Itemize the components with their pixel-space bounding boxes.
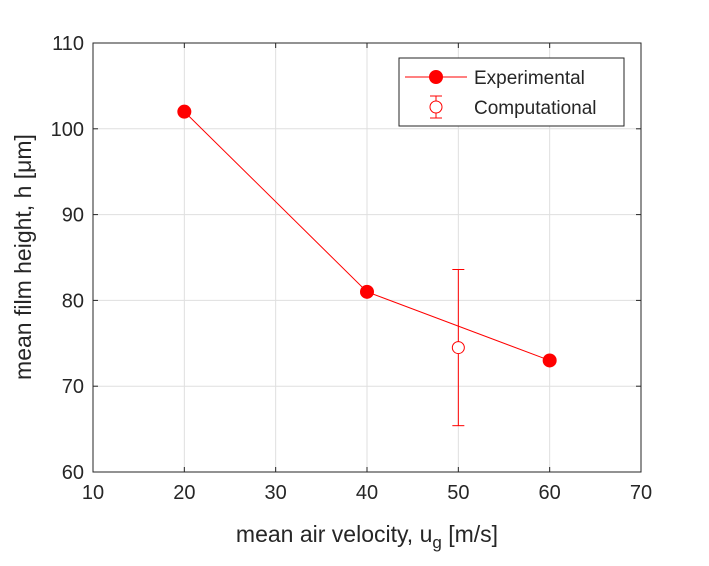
y-tick-label: 70: [62, 376, 84, 398]
experimental-data-point: [542, 353, 557, 368]
legend-experimental-label: Experimental: [474, 68, 585, 89]
y-tick-label: 100: [51, 119, 84, 141]
computational-data-point: [451, 341, 465, 355]
legend-computational-marker: [429, 100, 443, 114]
x-tick-label: 50: [447, 482, 469, 504]
legend-computational-label: Computational: [474, 98, 597, 119]
legend-experimental-marker: [429, 70, 443, 84]
series-layer: [177, 104, 557, 427]
x-axis-label-main: mean air velocity, u: [236, 521, 432, 547]
x-axis-label-suffix: [m/s]: [442, 521, 498, 547]
x-tick-label: 30: [265, 482, 287, 504]
x-tick-label: 20: [173, 482, 195, 504]
x-axis-label: mean air velocity, ug [m/s]: [236, 521, 498, 552]
experimental-data-point: [360, 284, 374, 299]
experimental-data-point: [177, 104, 192, 119]
x-tick-label: 40: [356, 482, 378, 504]
x-tick-label: 60: [539, 482, 561, 504]
y-tick-label: 90: [62, 205, 84, 227]
y-tick-label: 110: [52, 33, 84, 55]
ticks-layer: 10 20 30 40 50 60 70 60 70 80 90 100 110: [51, 33, 653, 504]
x-tick-label: 10: [82, 482, 104, 504]
y-axis-label: mean film height, h [μm]: [10, 134, 36, 380]
legend: Experimental Computational: [398, 57, 625, 127]
y-tick-label: 60: [62, 462, 84, 484]
y-tick-label: 80: [62, 290, 84, 312]
x-axis-label-subscript: g: [432, 533, 441, 552]
x-tick-label: 70: [630, 482, 652, 504]
